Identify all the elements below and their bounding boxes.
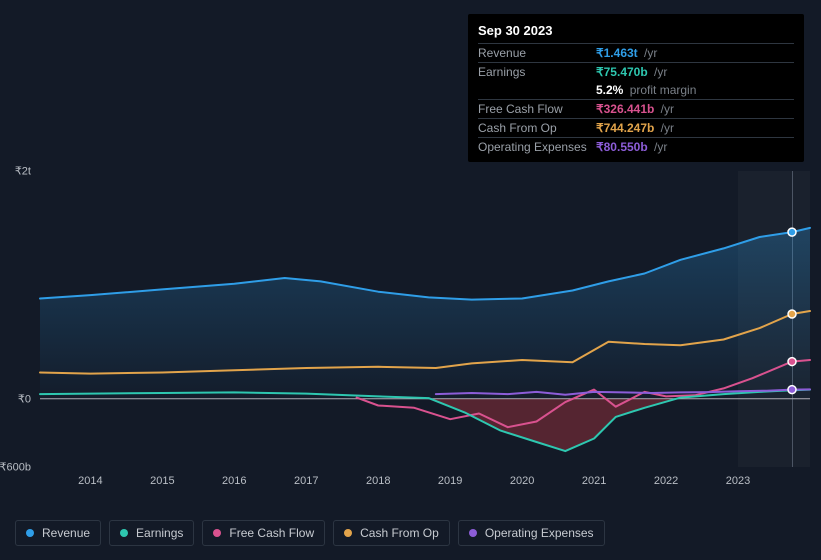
legend-dot-icon: [26, 529, 34, 537]
legend-label: Earnings: [136, 526, 183, 540]
tooltip-date: Sep 30 2023: [478, 20, 794, 43]
chart-svg: [40, 171, 810, 467]
legend-dot-icon: [344, 529, 352, 537]
tooltip-value: ₹1.463t /yr: [596, 46, 657, 60]
x-axis-label: 2019: [438, 475, 462, 487]
legend-item[interactable]: Revenue: [15, 520, 101, 546]
legend-item[interactable]: Free Cash Flow: [202, 520, 325, 546]
tooltip-label: Cash From Op: [478, 121, 596, 135]
legend-dot-icon: [120, 529, 128, 537]
x-axis-label: 2014: [78, 475, 102, 487]
tooltip-row: Revenue₹1.463t /yr: [478, 43, 794, 62]
tooltip-row: Cash From Op₹744.247b /yr: [478, 118, 794, 137]
x-axis-label: 2017: [294, 475, 318, 487]
legend-dot-icon: [213, 529, 221, 537]
legend-dot-icon: [469, 529, 477, 537]
legend-item[interactable]: Earnings: [109, 520, 194, 546]
tooltip-value: ₹744.247b /yr: [596, 121, 674, 135]
legend-label: Cash From Op: [360, 526, 439, 540]
legend-label: Operating Expenses: [485, 526, 594, 540]
tooltip-value: 5.2% profit margin: [596, 83, 696, 97]
financials-chart[interactable]: ₹2t ₹0 -₹600b 2014 2015 2016 2017 2018 2019 2020…: [0, 155, 821, 515]
data-tooltip: Sep 30 2023 Revenue₹1.463t /yrEarnings₹7…: [468, 14, 804, 162]
tooltip-value: ₹326.441b /yr: [596, 102, 674, 116]
tooltip-suffix: /yr: [657, 121, 674, 135]
y-axis-label: -₹600b: [0, 461, 31, 474]
tooltip-row: Operating Expenses₹80.550b /yr: [478, 137, 794, 156]
tooltip-value: ₹80.550b /yr: [596, 140, 667, 154]
tooltip-suffix: /yr: [651, 140, 668, 154]
tooltip-label: [478, 83, 596, 97]
y-axis-label: ₹0: [0, 392, 31, 405]
tooltip-row: 5.2% profit margin: [478, 81, 794, 99]
legend-item[interactable]: Cash From Op: [333, 520, 450, 546]
x-axis-label: 2016: [222, 475, 246, 487]
tooltip-label: Free Cash Flow: [478, 102, 596, 116]
tooltip-row: Earnings₹75.470b /yr: [478, 62, 794, 81]
x-axis-label: 2020: [510, 475, 534, 487]
legend-label: Revenue: [42, 526, 90, 540]
tooltip-suffix: /yr: [641, 46, 658, 60]
plot-area[interactable]: [40, 171, 810, 467]
tooltip-suffix: /yr: [657, 102, 674, 116]
legend-item[interactable]: Operating Expenses: [458, 520, 605, 546]
x-axis-label: 2022: [654, 475, 678, 487]
tooltip-label: Revenue: [478, 46, 596, 60]
legend-label: Free Cash Flow: [229, 526, 314, 540]
tooltip-value: ₹75.470b /yr: [596, 65, 667, 79]
tooltip-suffix: profit margin: [626, 83, 696, 97]
x-axis-label: 2015: [150, 475, 174, 487]
chart-legend: Revenue Earnings Free Cash Flow Cash From O…: [15, 520, 605, 546]
tooltip-label: Earnings: [478, 65, 596, 79]
x-axis-label: 2018: [366, 475, 390, 487]
tooltip-row: Free Cash Flow₹326.441b /yr: [478, 99, 794, 118]
tooltip-suffix: /yr: [651, 65, 668, 79]
y-axis-label: ₹2t: [0, 165, 31, 178]
tooltip-label: Operating Expenses: [478, 140, 596, 154]
x-axis-label: 2021: [582, 475, 606, 487]
x-axis-label: 2023: [726, 475, 750, 487]
